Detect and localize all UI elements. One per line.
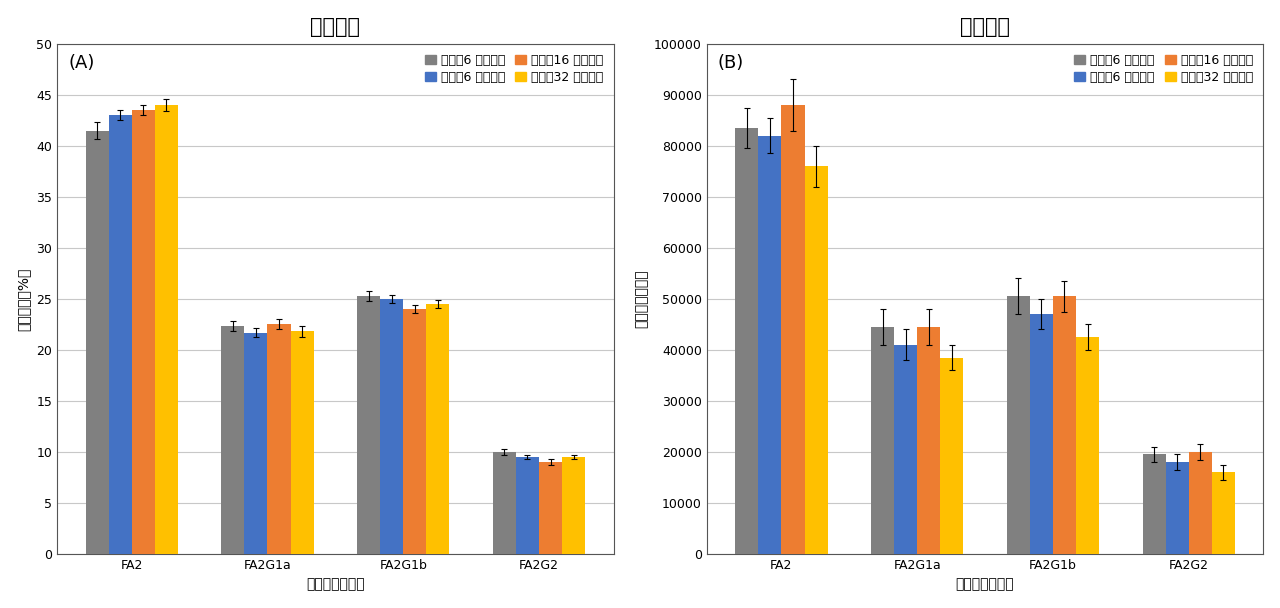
Bar xyxy=(870,327,895,554)
Bar xyxy=(735,128,758,554)
Bar xyxy=(1053,296,1076,554)
Bar xyxy=(1076,337,1100,554)
Bar xyxy=(758,136,781,554)
Text: (A): (A) xyxy=(68,54,95,72)
Bar xyxy=(403,309,426,554)
Bar xyxy=(781,105,805,554)
Bar xyxy=(941,358,964,554)
X-axis label: グリコフォーム: グリコフォーム xyxy=(956,578,1014,592)
Title: 合計面積: 合計面積 xyxy=(960,16,1010,36)
Bar xyxy=(291,331,314,554)
Bar xyxy=(155,105,178,554)
Title: 相対面積: 相対面積 xyxy=(310,16,361,36)
Bar xyxy=(918,327,941,554)
Bar xyxy=(268,324,291,554)
Bar xyxy=(539,462,562,554)
Y-axis label: 合計ピーク面積: 合計ピーク面積 xyxy=(635,269,649,328)
Bar xyxy=(1166,462,1189,554)
Bar xyxy=(244,333,268,554)
X-axis label: グリコフォーム: グリコフォーム xyxy=(306,578,365,592)
Bar xyxy=(380,299,403,554)
Bar xyxy=(1007,296,1030,554)
Bar xyxy=(1030,314,1053,554)
Legend: 手動、6 サンプル, 自動、6 サンプル, 自動、16 サンプル, 自動、32 スンプル: 手動、6 サンプル, 自動、6 サンプル, 自動、16 サンプル, 自動、32 … xyxy=(421,50,608,88)
Bar xyxy=(1212,472,1235,554)
Bar xyxy=(426,304,449,554)
Bar xyxy=(493,452,516,554)
Bar xyxy=(109,115,132,554)
Legend: 手動、6 サンプル, 自動、6 サンプル, 自動、16 サンプル, 自動、32 スンプル: 手動、6 サンプル, 自動、6 サンプル, 自動、16 サンプル, 自動、32 … xyxy=(1070,50,1257,88)
Bar xyxy=(86,131,109,554)
Bar xyxy=(221,326,244,554)
Bar xyxy=(132,110,155,554)
Bar xyxy=(895,345,918,554)
Bar xyxy=(1189,452,1212,554)
Bar xyxy=(1143,454,1166,554)
Bar xyxy=(516,457,539,554)
Text: (B): (B) xyxy=(718,54,744,72)
Bar xyxy=(357,295,380,554)
Bar xyxy=(805,166,828,554)
Bar xyxy=(562,457,585,554)
Y-axis label: 相対面積（%）: 相対面積（%） xyxy=(17,267,31,331)
